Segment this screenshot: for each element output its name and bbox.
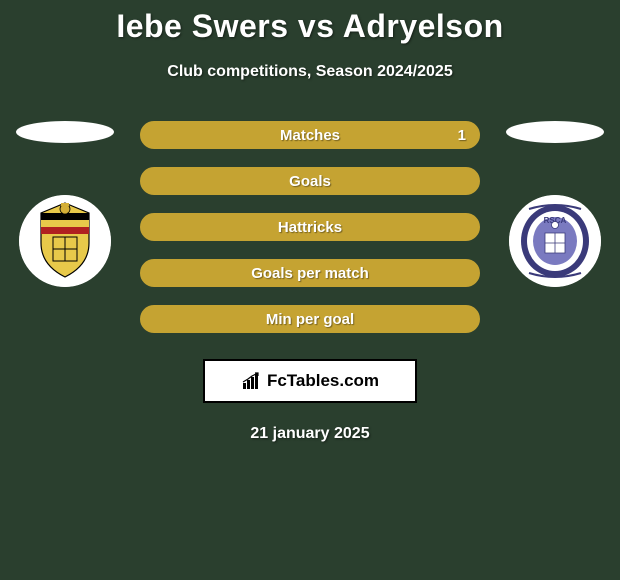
chart-icon [241, 371, 263, 391]
stat-label: Goals per match [251, 265, 369, 282]
kv-mechelen-icon [19, 195, 111, 287]
stat-row: Goals per match [140, 259, 480, 287]
page-title: Iebe Swers vs Adryelson [0, 8, 620, 45]
left-column [6, 121, 124, 287]
stats-column: Matches 1 Goals Hattricks Goals per match Min… [124, 121, 496, 443]
stat-row: Min per goal [140, 305, 480, 333]
comparison-widget: Iebe Swers vs Adryelson Club competition… [0, 0, 620, 443]
right-column: RSCA [496, 121, 614, 287]
date-text: 21 january 2025 [250, 425, 369, 443]
stat-row: Hattricks [140, 213, 480, 241]
stat-label: Min per goal [266, 311, 354, 328]
right-club-badge: RSCA [509, 195, 601, 287]
right-player-oval [506, 121, 604, 143]
stat-row: Matches 1 [140, 121, 480, 149]
stat-label: Matches [280, 127, 340, 144]
brand-box: FcTables.com [203, 359, 417, 403]
stat-right-value: 1 [458, 127, 466, 144]
subtitle: Club competitions, Season 2024/2025 [0, 63, 620, 81]
left-player-oval [16, 121, 114, 143]
stat-row: Goals [140, 167, 480, 195]
stat-label: Hattricks [278, 219, 342, 236]
main-row: Matches 1 Goals Hattricks Goals per match Min… [0, 121, 620, 443]
stat-label: Goals [289, 173, 331, 190]
brand-text: FcTables.com [267, 371, 379, 391]
left-club-badge [19, 195, 111, 287]
anderlecht-icon: RSCA [509, 195, 601, 287]
